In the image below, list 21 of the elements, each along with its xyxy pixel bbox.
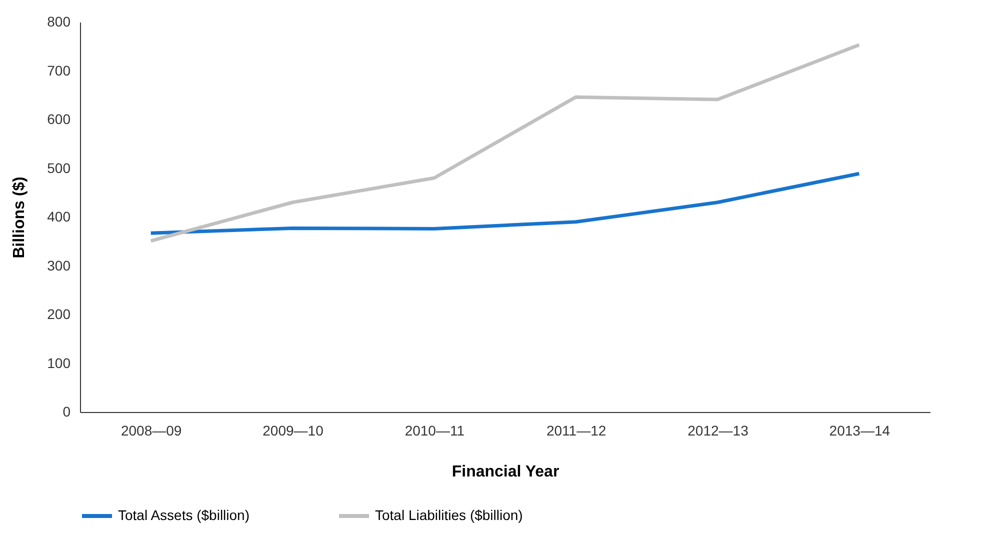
legend-label: Total Liabilities ($billion) — [375, 507, 523, 523]
y-tick-label: 700 — [47, 62, 71, 78]
y-tick-label: 300 — [47, 257, 71, 274]
line-series — [149, 43, 861, 243]
legend-label: Total Assets ($billion) — [118, 507, 250, 523]
y-tick-label: 600 — [47, 111, 71, 127]
x-tick-label: 2009—10 — [262, 422, 324, 438]
x-tick-label: 2011—12 — [546, 422, 606, 438]
y-tick-label: 0 — [62, 404, 71, 420]
x-tick-label: 2010—11 — [404, 422, 465, 438]
x-tick-label: 2013—14 — [829, 422, 890, 438]
y-tick-label: 500 — [47, 160, 71, 176]
y-axis-title: Billions ($) — [11, 176, 28, 258]
x-tick-label: 2008—09 — [120, 422, 182, 438]
x-tick-label: 2012—13 — [688, 422, 749, 438]
line-series — [149, 172, 861, 235]
y-tick-label: 100 — [47, 354, 71, 371]
x-axis-title: Financial Year — [452, 464, 560, 480]
y-tick-label: 800 — [47, 14, 71, 30]
y-tick-label: 200 — [47, 306, 71, 322]
y-tick-label: 400 — [47, 208, 71, 224]
